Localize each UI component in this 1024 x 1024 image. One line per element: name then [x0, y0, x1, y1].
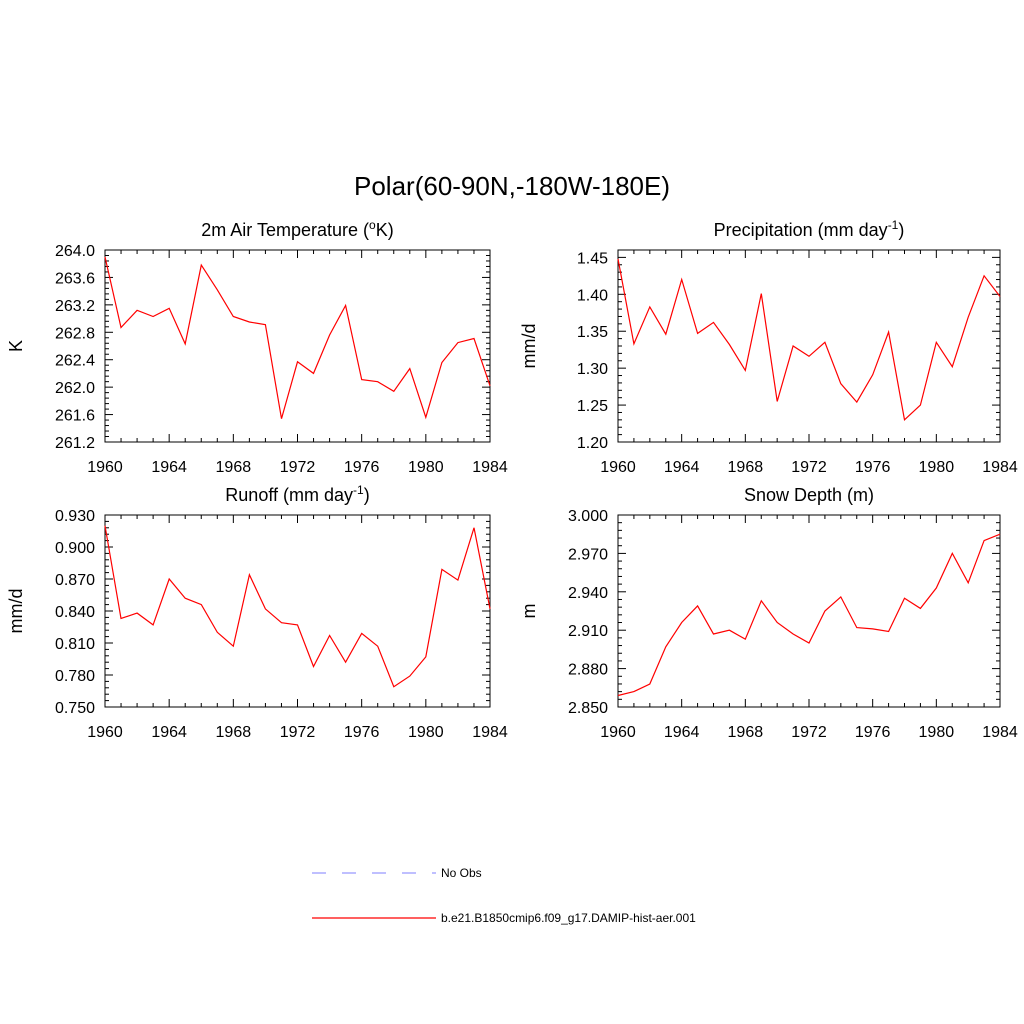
chart-panel-2: Precipitation (mm day-1) 1960 1964 1968 1972… — [519, 218, 1018, 476]
x-tick-label: 1976 — [344, 724, 380, 741]
chart-panel-1: 2m Air Temperature (oK) 1960 1964 1968 1972 1… — [6, 218, 508, 476]
y-axis-label: m — [519, 604, 539, 619]
x-tick-label: 1960 — [87, 459, 123, 476]
series-line — [104, 256, 491, 420]
y-tick-label: 0.750 — [55, 700, 95, 717]
x-tick-label: 1964 — [664, 724, 700, 741]
figure-title: Polar(60-90N,-180W-180E) — [354, 171, 670, 201]
x-tick-label: 1976 — [855, 724, 891, 741]
y-tick-label: 0.810 — [55, 636, 95, 653]
x-tick-label: 1984 — [472, 459, 508, 476]
y-tick-label: 262.8 — [55, 325, 95, 342]
x-tick-label: 1980 — [919, 459, 955, 476]
y-tick-label: 262.4 — [55, 353, 95, 370]
x-tick-label: 1972 — [791, 459, 827, 476]
y-tick-label: 262.0 — [55, 380, 95, 397]
x-tick-label: 1964 — [151, 724, 187, 741]
plot-frame — [617, 514, 1001, 708]
x-tick-label: 1984 — [982, 459, 1018, 476]
y-tick-label: 0.840 — [55, 604, 95, 621]
series-line — [617, 533, 1001, 697]
y-tick-label: 263.6 — [55, 270, 95, 287]
y-tick-label: 1.25 — [577, 398, 608, 415]
panel-title: Snow Depth (m) — [744, 485, 874, 505]
panel-title-text: Snow Depth (m) — [744, 485, 874, 505]
x-tick-label: 1972 — [280, 459, 316, 476]
series-line — [104, 525, 491, 688]
x-tick-label: 1964 — [664, 459, 700, 476]
panel-title-text: 2m Air Temperature ( — [201, 220, 369, 240]
x-tick-label: 1980 — [408, 459, 444, 476]
panel-title-superscript: o — [369, 218, 376, 232]
plot-frame — [104, 514, 491, 708]
x-tick-label: 1968 — [216, 459, 252, 476]
x-tick-label: 1980 — [408, 724, 444, 741]
x-tick-label: 1968 — [728, 459, 764, 476]
y-tick-label: 261.6 — [55, 408, 95, 425]
x-tick-label: 1972 — [791, 724, 827, 741]
y-tick-label: 1.40 — [577, 287, 608, 304]
panel-title: 2m Air Temperature (oK) — [201, 218, 393, 240]
plot-frame — [104, 249, 491, 443]
y-axis-label: mm/d — [6, 589, 26, 634]
y-tick-label: 2.880 — [568, 662, 608, 679]
x-tick-label: 1976 — [344, 459, 380, 476]
panel-title-text: Runoff (mm day — [225, 485, 353, 505]
x-tick-label: 1976 — [855, 459, 891, 476]
y-tick-label: 1.30 — [577, 361, 608, 378]
y-tick-label: 3.000 — [568, 508, 608, 525]
series-line — [617, 258, 1001, 421]
y-tick-label: 2.910 — [568, 623, 608, 640]
legend-label-1: No Obs — [441, 866, 482, 880]
x-tick-label: 1980 — [919, 724, 955, 741]
x-tick-label: 1960 — [600, 459, 636, 476]
x-tick-label: 1968 — [728, 724, 764, 741]
panel-title-suffix: ) — [898, 220, 904, 240]
x-tick-label: 1968 — [216, 724, 252, 741]
y-tick-label: 1.35 — [577, 324, 608, 341]
legend-label-2: b.e21.B1850cmip6.f09_g17.DAMIP-hist-aer.… — [441, 911, 696, 925]
x-tick-label: 1984 — [472, 724, 508, 741]
panel-title-superscript: -1 — [888, 218, 899, 232]
y-tick-label: 261.2 — [55, 435, 95, 452]
y-axis-label: mm/d — [519, 324, 539, 369]
y-tick-label: 263.2 — [55, 298, 95, 315]
y-axis-label: K — [6, 340, 26, 352]
x-tick-label: 1960 — [87, 724, 123, 741]
plot-frame — [617, 249, 1001, 443]
x-tick-label: 1964 — [151, 459, 187, 476]
chart-panel-4: Snow Depth (m) 1960 1964 1968 1972 1976 1980 19… — [519, 485, 1018, 741]
y-tick-label: 0.900 — [55, 540, 95, 557]
panel-title: Precipitation (mm day-1) — [714, 218, 905, 240]
legend: No Obs b.e21.B1850cmip6.f09_g17.DAMIP-his… — [312, 866, 696, 925]
y-tick-label: 264.0 — [55, 243, 95, 260]
x-tick-label: 1984 — [982, 724, 1018, 741]
chart-panel-3: Runoff (mm day-1) 1960 1964 1968 1972 1976 198… — [6, 483, 508, 741]
x-tick-label: 1972 — [280, 724, 316, 741]
y-tick-label: 0.780 — [55, 668, 95, 685]
panel-title-suffix: K) — [376, 220, 394, 240]
panel-title-superscript: -1 — [353, 483, 364, 497]
panel-title-text: Precipitation (mm day — [714, 220, 888, 240]
panel-title: Runoff (mm day-1) — [225, 483, 369, 505]
y-tick-label: 2.850 — [568, 700, 608, 717]
y-tick-label: 2.970 — [568, 546, 608, 563]
x-tick-label: 1960 — [600, 724, 636, 741]
y-tick-label: 1.20 — [577, 435, 608, 452]
y-tick-label: 1.45 — [577, 250, 608, 267]
y-tick-label: 2.940 — [568, 585, 608, 602]
y-tick-label: 0.870 — [55, 572, 95, 589]
panel-title-suffix: ) — [364, 485, 370, 505]
panels-group: 2m Air Temperature (oK)1960 1964 1968 1972 1… — [6, 218, 1018, 741]
y-tick-label: 0.930 — [55, 508, 95, 525]
